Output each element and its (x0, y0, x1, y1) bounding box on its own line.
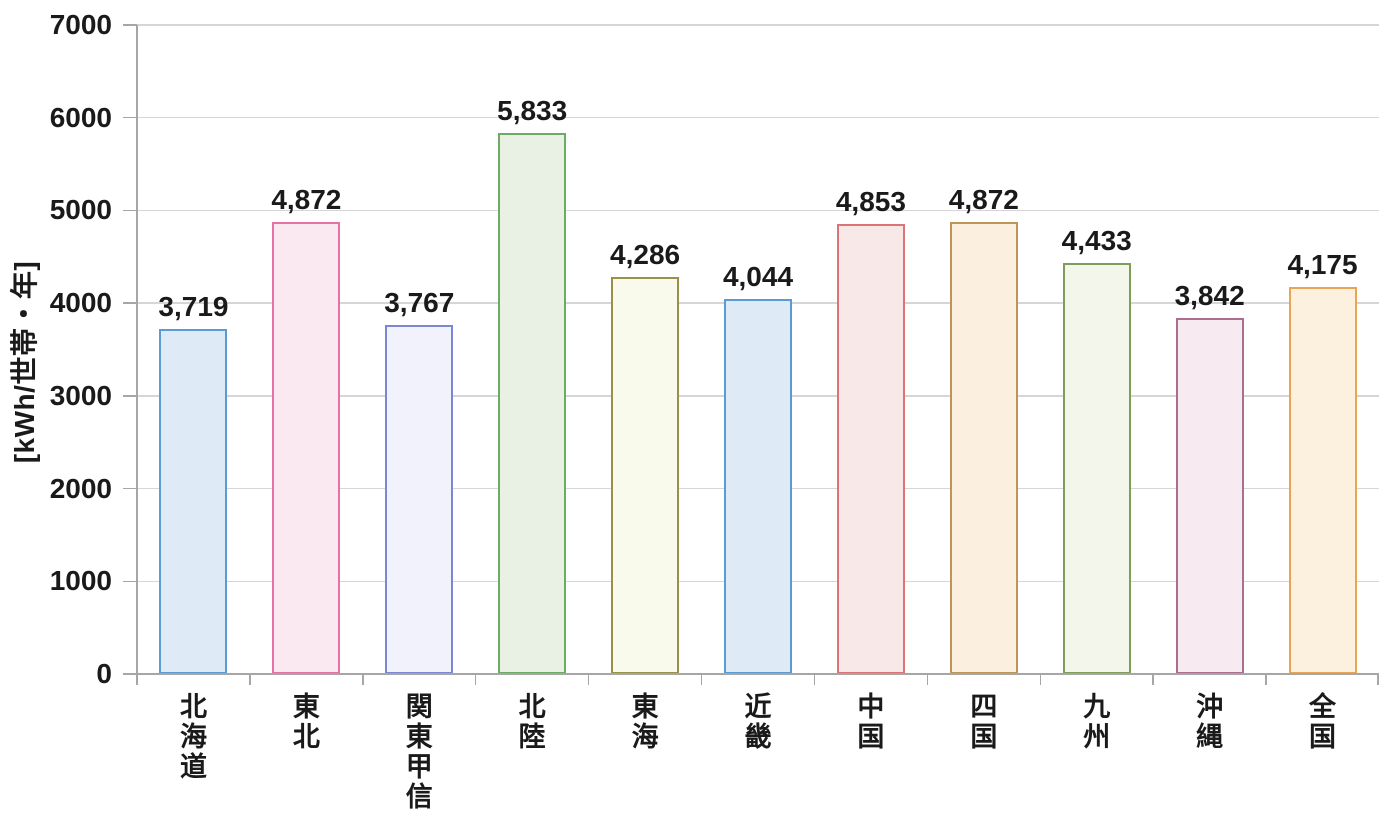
x-axis-label-char: 全 (1309, 692, 1337, 722)
x-axis-label-北陸: 北陸 (476, 692, 589, 752)
bar-北海道 (159, 329, 228, 674)
x-axis-label-char: 九 (1083, 692, 1111, 722)
x-axis-label-沖縄: 沖縄 (1153, 692, 1266, 752)
x-axis-line (136, 673, 1379, 675)
x-axis-label-九州: 九州 (1040, 692, 1153, 752)
x-axis-tick (362, 675, 364, 685)
bar-value-label: 4,872 (271, 184, 342, 216)
x-axis-label-char: 国 (1309, 722, 1337, 752)
x-axis-label-東北: 東北 (250, 692, 363, 752)
bar-四国 (949, 222, 1018, 674)
y-axis-tick (123, 487, 137, 490)
x-axis-label-char: 州 (1083, 722, 1111, 752)
x-axis-label-北海道: 北海道 (137, 692, 250, 782)
y-axis-tick-label: 0 (96, 658, 112, 689)
bar-value-label: 4,175 (1287, 248, 1358, 280)
y-axis-tick (123, 24, 137, 26)
x-axis-label-char: 国 (857, 722, 885, 752)
x-axis-tick (926, 675, 929, 685)
y-axis-tick-label: 6000 (49, 101, 112, 133)
x-axis-label-char: 国 (970, 722, 998, 752)
bar-中国 (836, 224, 905, 674)
bar-value-label: 3,842 (1174, 279, 1245, 311)
gridline (137, 24, 1379, 26)
bar-東北 (272, 222, 341, 674)
bar-value-label: 4,433 (1061, 224, 1132, 256)
x-axis-label-char: 陸 (518, 722, 546, 752)
x-axis-label-char: 関 (405, 692, 433, 722)
x-axis-tick (813, 675, 816, 685)
bar-value-label: 4,853 (835, 186, 906, 218)
x-axis-tick (700, 675, 703, 685)
x-axis-label-char: 四 (970, 692, 998, 722)
x-axis-label-四国: 四国 (927, 692, 1040, 752)
y-axis-tick (123, 302, 137, 304)
y-axis-tick-label: 7000 (49, 9, 112, 40)
x-axis-tick (474, 675, 477, 685)
x-axis-label-char: 北 (518, 692, 546, 722)
y-axis-tick-label: 5000 (49, 194, 112, 226)
x-axis-tick (136, 675, 138, 685)
x-axis-label-char: 東 (292, 692, 320, 722)
x-axis-label-char: 沖 (1196, 692, 1224, 722)
x-axis-label-char: 東 (405, 722, 433, 752)
x-axis-label-全国: 全国 (1266, 692, 1379, 752)
gridline (137, 209, 1379, 212)
x-axis-tick (587, 675, 590, 685)
y-axis-tick (123, 580, 137, 583)
y-axis-tick-label: 1000 (49, 565, 112, 597)
y-axis-tick (123, 395, 137, 397)
x-axis-label-関東甲信: 関東甲信 (363, 692, 476, 812)
x-axis-label-char: 東 (631, 692, 659, 722)
x-axis-label-char: 海 (179, 722, 207, 752)
bar-近畿 (724, 299, 792, 674)
bar-value-label: 4,872 (948, 184, 1019, 216)
x-axis-tick (1377, 675, 1379, 685)
x-axis-label-東海: 東海 (589, 692, 702, 752)
gridline (137, 116, 1379, 119)
x-axis-label-char: 信 (405, 782, 433, 812)
x-axis-label-char: 北 (179, 692, 207, 722)
y-axis-tick (123, 209, 137, 212)
bar-東海 (611, 276, 680, 674)
y-axis-tick-label: 4000 (49, 287, 112, 319)
x-axis-label-近畿: 近畿 (702, 692, 815, 752)
x-axis-label-char: 道 (179, 752, 207, 782)
x-axis-label-char: 北 (292, 722, 320, 752)
x-axis-label-中国: 中国 (814, 692, 927, 752)
y-axis-tick-label: 2000 (49, 472, 112, 504)
bar-全国 (1288, 286, 1357, 674)
x-axis-tick (1039, 675, 1042, 685)
x-axis-label-char: 縄 (1196, 722, 1224, 752)
x-axis-label-char: 近 (744, 692, 772, 722)
x-axis-label-char: 海 (631, 722, 659, 752)
bar-北陸 (498, 133, 567, 674)
y-axis-tick-label: 3000 (49, 379, 112, 411)
x-axis-tick (1265, 675, 1267, 685)
x-axis-label-char: 畿 (744, 722, 772, 752)
bar-value-label: 4,044 (722, 261, 794, 293)
x-axis-tick (1152, 675, 1154, 685)
bar-value-label: 3,719 (158, 291, 229, 323)
y-axis-line (136, 25, 138, 684)
bar-value-label: 3,767 (384, 286, 455, 318)
bar-沖縄 (1175, 317, 1244, 674)
y-axis-tick (123, 116, 137, 119)
y-axis-tick (123, 673, 137, 675)
bar-九州 (1062, 262, 1131, 674)
x-axis-label-char: 甲 (405, 752, 433, 782)
bar-関東甲信 (385, 324, 454, 674)
x-axis-tick (249, 675, 251, 685)
x-axis-label-char: 中 (857, 692, 885, 722)
bar-value-label: 5,833 (497, 95, 568, 127)
bar-value-label: 4,286 (610, 238, 681, 270)
